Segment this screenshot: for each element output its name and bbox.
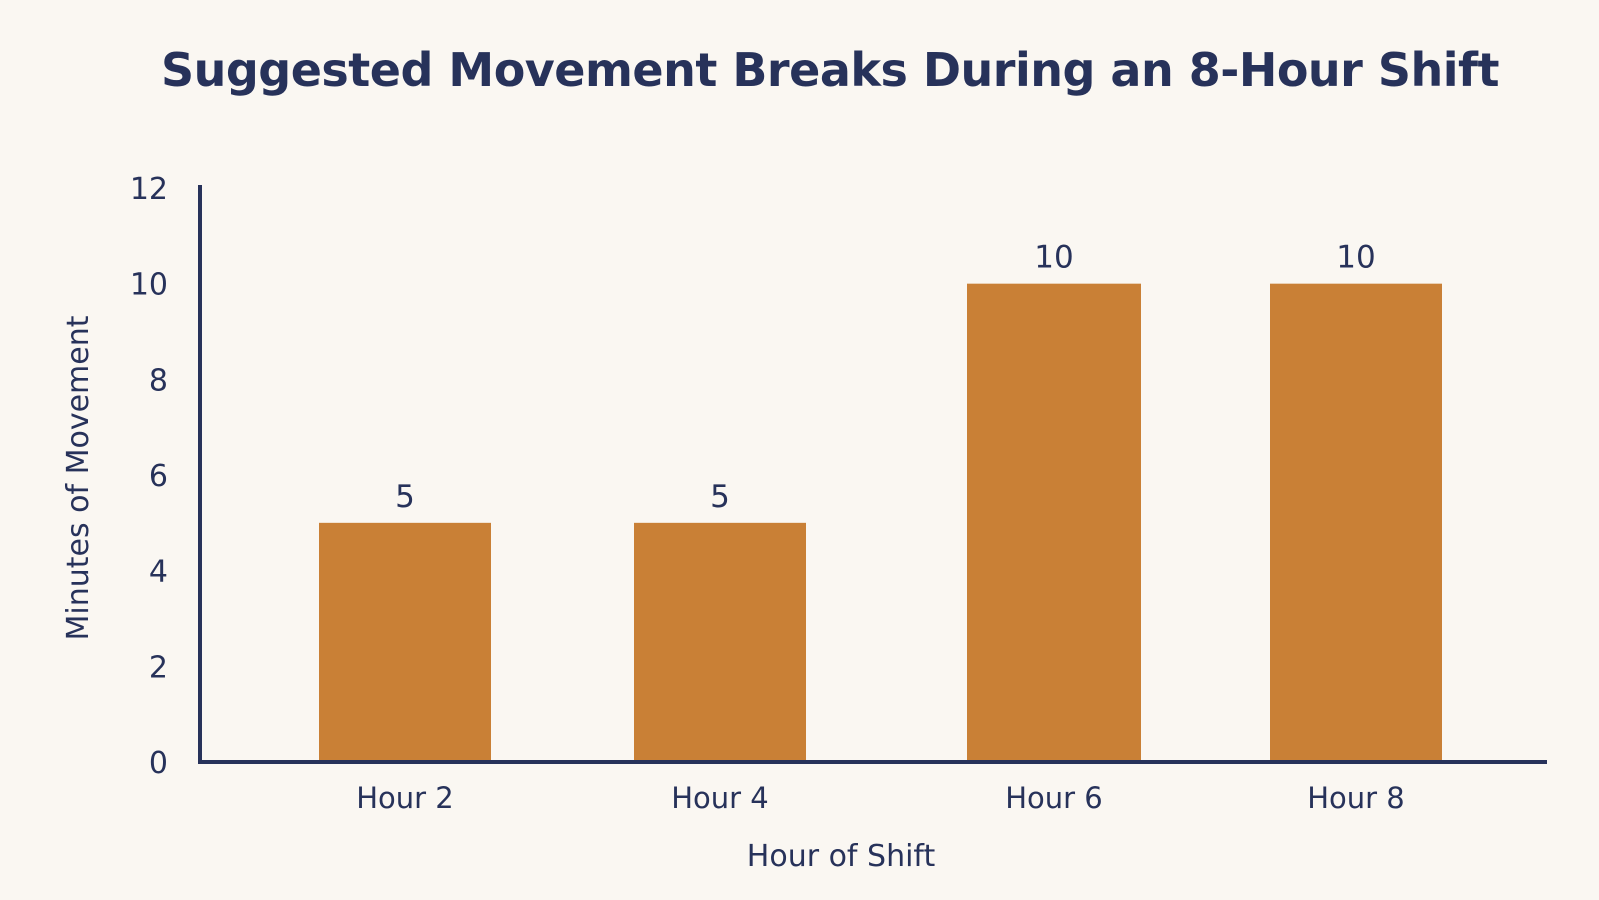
x-tick-label: Hour 4 [671,781,769,815]
x-axis-ticks: Hour 2 Hour 4 Hour 6 Hour 8 [356,781,1405,815]
y-tick-label: 12 [130,172,168,207]
x-tick-label: Hour 8 [1307,781,1405,815]
bar [967,283,1141,762]
bar-value-label: 5 [395,479,415,515]
bar-series [319,283,1442,762]
bar [634,522,806,762]
y-tick-label: 8 [149,363,168,398]
chart-title: Suggested Movement Breaks During an 8-Ho… [161,43,1499,97]
bar-value-label: 10 [1034,240,1073,276]
y-tick-label: 10 [130,268,168,303]
bar [319,522,491,762]
y-tick-label: 4 [149,555,168,590]
y-tick-label: 6 [149,459,168,494]
bar-value-label: 10 [1336,240,1375,276]
x-axis-label: Hour of Shift [747,839,936,874]
x-tick-label: Hour 6 [1005,781,1103,815]
x-tick-label: Hour 2 [356,781,454,815]
y-tick-label: 2 [149,650,168,685]
bar-value-label: 5 [710,479,730,515]
y-tick-label: 0 [149,746,168,781]
bar [1270,283,1442,762]
y-axis-ticks: 0 2 4 6 8 10 12 [130,172,168,781]
bar-value-labels: 5 5 10 10 [395,240,1376,515]
y-axis-label: Minutes of Movement [61,315,96,640]
